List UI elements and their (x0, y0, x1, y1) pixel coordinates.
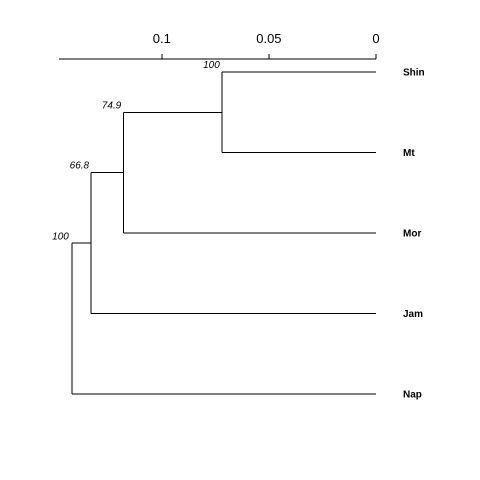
leaf-label: Mor (403, 229, 421, 240)
node-support-label: 66.8 (70, 161, 90, 172)
node-support-labels: 100 74.9 66.8 100 (52, 60, 220, 243)
node-support-label: 74.9 (102, 100, 122, 111)
tree-branches (71, 71, 376, 395)
leaf-label: Nap (403, 390, 422, 401)
node-support-label: 100 (203, 60, 220, 71)
scale-axis: 0.1 0.05 0 (59, 31, 380, 60)
node-support-label: 100 (52, 232, 69, 243)
axis-tick-label: 0.1 (153, 31, 171, 46)
leaf-label: Jam (403, 309, 423, 320)
axis-tick-label: 0 (372, 31, 379, 46)
axis-tick-label: 0.05 (256, 31, 281, 46)
leaf-label: Shin (403, 68, 425, 79)
leaf-labels: Shin Mt Mor Jam Nap (403, 68, 425, 401)
leaf-label: Mt (403, 148, 415, 159)
